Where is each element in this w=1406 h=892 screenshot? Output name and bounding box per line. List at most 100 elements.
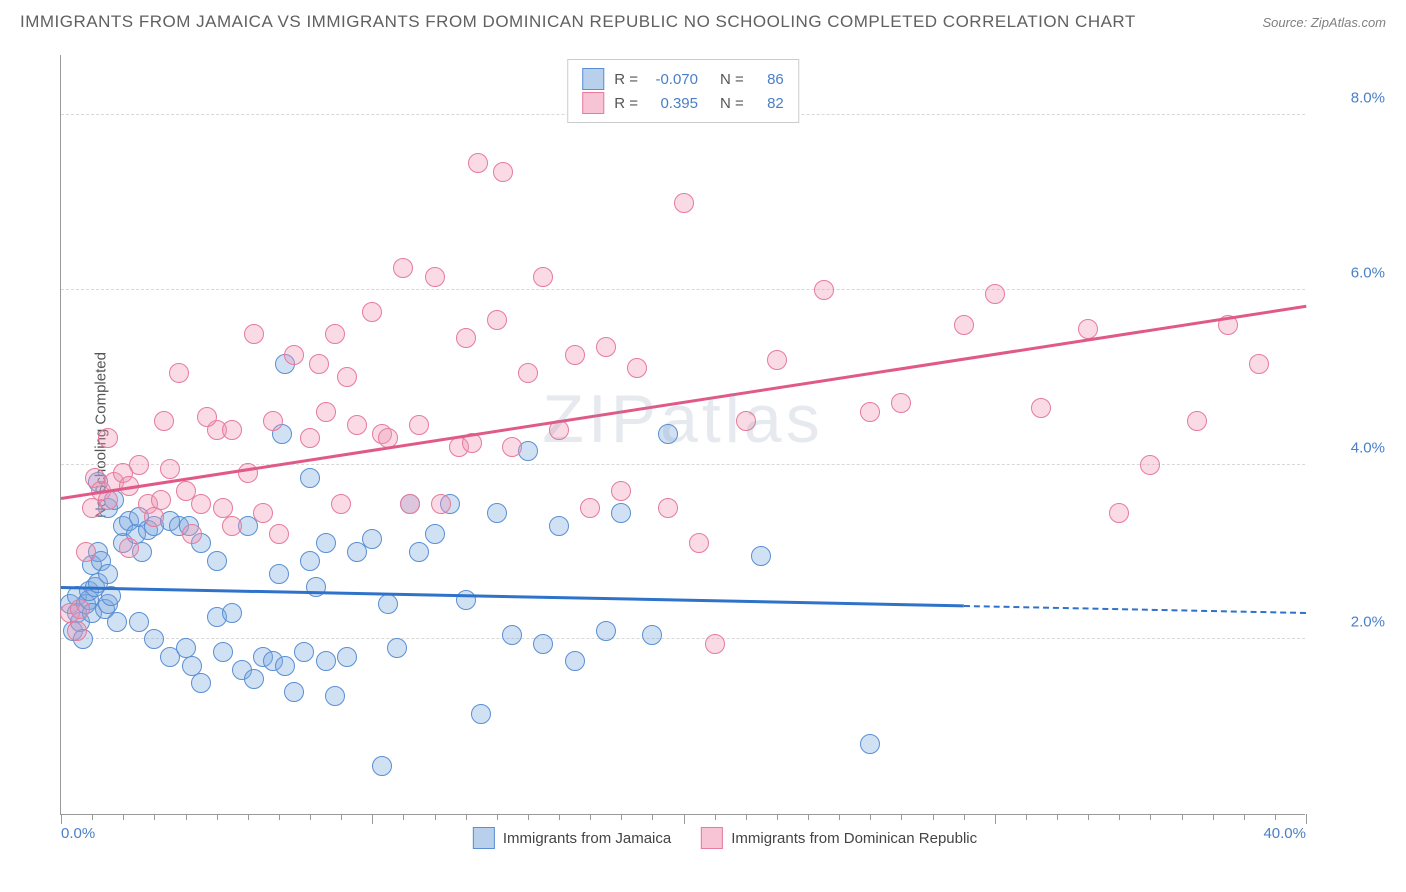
data-point (378, 594, 398, 614)
data-point (642, 625, 662, 645)
data-point (431, 494, 451, 514)
trend-line (61, 586, 964, 607)
x-minor-tick (559, 814, 560, 820)
x-minor-tick (746, 814, 747, 820)
data-point (151, 490, 171, 510)
data-point (154, 411, 174, 431)
x-minor-tick (590, 814, 591, 820)
trend-line-extrapolated (964, 605, 1306, 614)
data-point (316, 533, 336, 553)
data-point (144, 629, 164, 649)
data-point (674, 193, 694, 213)
data-point (222, 603, 242, 623)
x-minor-tick (248, 814, 249, 820)
x-minor-tick (1026, 814, 1027, 820)
data-point (197, 407, 217, 427)
data-point (487, 310, 507, 330)
data-point (144, 507, 164, 527)
data-point (284, 345, 304, 365)
data-point (611, 481, 631, 501)
data-point (129, 612, 149, 632)
data-point (207, 551, 227, 571)
data-point (182, 524, 202, 544)
x-tick (372, 814, 373, 824)
series-name: Immigrants from Dominican Republic (731, 830, 977, 847)
data-point (767, 350, 787, 370)
data-point (372, 756, 392, 776)
stats-legend: R =-0.070N =86R =0.395N =82 (567, 59, 799, 123)
data-point (244, 324, 264, 344)
stat-r-value: 0.395 (648, 95, 698, 112)
data-point (456, 590, 476, 610)
data-point (70, 599, 90, 619)
legend-swatch (582, 92, 604, 114)
data-point (300, 428, 320, 448)
x-minor-tick (1057, 814, 1058, 820)
data-point (1109, 503, 1129, 523)
gridline (61, 289, 1305, 290)
data-point (549, 516, 569, 536)
data-point (284, 682, 304, 702)
data-point (119, 538, 139, 558)
data-point (67, 621, 87, 641)
data-point (891, 393, 911, 413)
x-minor-tick (933, 814, 934, 820)
data-point (325, 686, 345, 706)
stat-n-value: 82 (754, 95, 784, 112)
data-point (1140, 455, 1160, 475)
source-attribution: Source: ZipAtlas.com (1262, 15, 1386, 30)
stat-n-label: N = (720, 71, 744, 88)
x-minor-tick (1088, 814, 1089, 820)
data-point (425, 267, 445, 287)
x-minor-tick (435, 814, 436, 820)
watermark: ZIPatlas (542, 380, 823, 458)
data-point (191, 494, 211, 514)
data-point (337, 367, 357, 387)
data-point (409, 415, 429, 435)
data-point (409, 542, 429, 562)
x-minor-tick (870, 814, 871, 820)
x-minor-tick (715, 814, 716, 820)
x-tick (61, 814, 62, 824)
series-name: Immigrants from Jamaica (503, 830, 671, 847)
data-point (1078, 319, 1098, 339)
series-legend-item: Immigrants from Jamaica (473, 827, 671, 849)
data-point (222, 516, 242, 536)
data-point (456, 328, 476, 348)
x-minor-tick (964, 814, 965, 820)
chart-container: No Schooling Completed ZIPatlas R =-0.07… (60, 55, 1390, 815)
y-tick-label: 2.0% (1315, 614, 1385, 631)
data-point (325, 324, 345, 344)
data-point (705, 634, 725, 654)
stat-r-value: -0.070 (648, 71, 698, 88)
x-tick (1306, 814, 1307, 824)
data-point (129, 455, 149, 475)
data-point (275, 656, 295, 676)
data-point (658, 424, 678, 444)
x-minor-tick (497, 814, 498, 820)
x-minor-tick (1275, 814, 1276, 820)
x-minor-tick (1244, 814, 1245, 820)
data-point (487, 503, 507, 523)
data-point (300, 551, 320, 571)
data-point (107, 612, 127, 632)
legend-swatch (582, 68, 604, 90)
gridline (61, 638, 1305, 639)
data-point (954, 315, 974, 335)
y-tick-label: 6.0% (1315, 264, 1385, 281)
data-point (362, 529, 382, 549)
x-minor-tick (808, 814, 809, 820)
x-minor-tick (186, 814, 187, 820)
data-point (533, 634, 553, 654)
data-point (1187, 411, 1207, 431)
data-point (468, 153, 488, 173)
x-minor-tick (839, 814, 840, 820)
chart-title: IMMIGRANTS FROM JAMAICA VS IMMIGRANTS FR… (20, 12, 1136, 32)
data-point (1249, 354, 1269, 374)
data-point (387, 638, 407, 658)
data-point (169, 363, 189, 383)
data-point (76, 542, 96, 562)
y-tick-label: 8.0% (1315, 90, 1385, 107)
data-point (471, 704, 491, 724)
data-point (362, 302, 382, 322)
